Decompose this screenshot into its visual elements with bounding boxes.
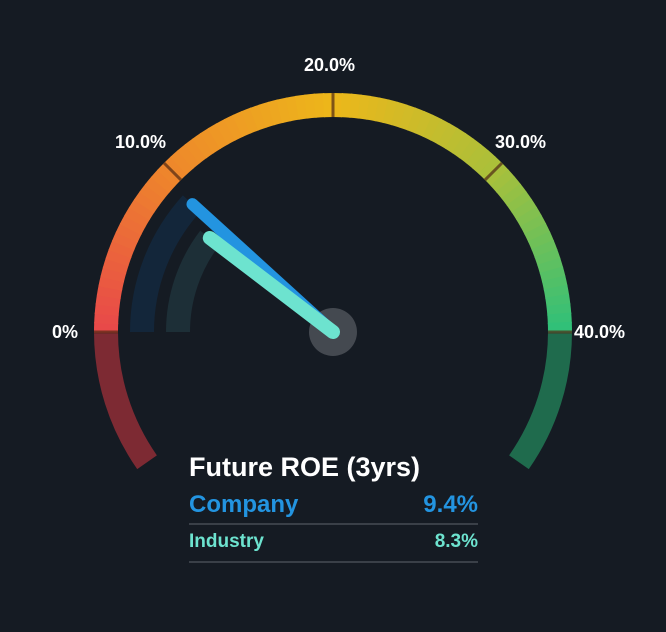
gauge-segment — [414, 110, 434, 138]
gauge-segment — [534, 248, 561, 267]
chart-title: Future ROE (3yrs) — [189, 452, 421, 482]
gauge-segment — [451, 132, 475, 159]
gauge-segment — [115, 222, 142, 243]
industry-label: Industry — [189, 531, 264, 552]
gauge-segment — [390, 101, 408, 128]
gauge-segment — [128, 198, 155, 221]
industry-arc — [166, 230, 220, 332]
gauge-segment — [374, 97, 390, 124]
gauge-segment — [240, 107, 260, 134]
tick-label-40: 40.0% — [574, 322, 626, 342]
gauge-segment — [150, 169, 176, 193]
gauge-segment — [94, 321, 119, 333]
gauge-segment — [199, 127, 222, 154]
legend-industry: Industry 8.3% — [189, 525, 478, 563]
gauge-segment — [458, 138, 482, 164]
gauge-segment — [472, 149, 496, 175]
gauge-segment — [496, 176, 522, 200]
tick-mark — [483, 161, 504, 182]
gauge-segment — [124, 206, 151, 228]
gauge-segment — [531, 239, 558, 259]
gauge-segment — [304, 93, 317, 119]
gauge-segment — [524, 222, 551, 243]
gauge-segment — [501, 183, 527, 207]
gauge-segment — [258, 101, 276, 128]
gauge-segment — [184, 138, 208, 164]
gauge-segment — [537, 257, 564, 275]
gauge-segment — [437, 123, 459, 150]
gauge-segment — [111, 231, 139, 251]
gauge-segment — [207, 123, 229, 150]
gauge-segment — [520, 214, 547, 235]
gauge-segment — [177, 143, 201, 169]
gauge-segment — [313, 93, 326, 118]
gauge-segment — [267, 99, 284, 126]
gauge-segment — [100, 266, 127, 283]
gauge-segment — [465, 143, 489, 169]
company-value: 9.4% — [423, 491, 478, 518]
gauge-segment — [490, 169, 516, 193]
tick-mark — [162, 161, 183, 182]
tick-label-0: 0% — [52, 322, 79, 342]
tick-label-20: 20.0% — [304, 55, 356, 75]
gauge-segment — [332, 93, 344, 118]
gauge-lower-right — [509, 332, 572, 470]
gauge-segment — [215, 118, 236, 145]
legend: Future ROE (3yrs) Company 9.4% Industry 8.… — [189, 452, 478, 563]
gauge-segment — [144, 176, 170, 200]
tick-label-30: 30.0% — [495, 132, 547, 152]
gauge-lower-left — [94, 332, 157, 470]
gauge-segment — [430, 118, 451, 145]
gauge-segment — [232, 110, 252, 138]
gauge-segment — [163, 156, 188, 181]
gauge-segment — [547, 312, 572, 325]
gauge-segment — [191, 132, 215, 159]
industry-value: 8.3% — [434, 531, 478, 552]
company-label: Company — [189, 491, 299, 518]
gauge-segment — [382, 99, 399, 126]
gauge-segment — [539, 266, 566, 283]
gauge-segment — [119, 214, 146, 235]
gauge-segment — [406, 107, 426, 134]
gauge-segment — [546, 303, 572, 316]
gauge-segment — [157, 162, 182, 187]
gauge-segment — [223, 114, 244, 141]
gauge-segment — [249, 104, 268, 131]
gauge-segment — [547, 321, 572, 333]
gauge-segment — [422, 114, 443, 141]
gauge-segment — [170, 149, 194, 175]
gauge-segment — [527, 231, 555, 251]
gauge-segment — [133, 190, 160, 214]
gauge-segment — [340, 93, 353, 118]
industry-needle — [202, 230, 340, 339]
gauge-segment — [102, 257, 129, 275]
gauge-segment — [98, 275, 125, 291]
legend-company: Company 9.4% — [189, 491, 478, 525]
gauge-segment — [139, 183, 165, 207]
gauge-segment — [478, 156, 503, 181]
gauge-segment — [322, 93, 334, 118]
tick-label-10: 10.0% — [115, 132, 167, 152]
gauge-segment — [484, 162, 509, 187]
gauge-segment — [511, 198, 538, 221]
company-arc — [130, 195, 201, 332]
gauge-segment — [506, 190, 533, 214]
gauge-segment — [444, 127, 467, 154]
gauge-segment — [398, 104, 417, 131]
gauge-segment — [108, 239, 135, 259]
gauge-segment — [105, 248, 132, 267]
gauge-segment — [515, 206, 542, 228]
gauge-segment — [94, 312, 119, 325]
